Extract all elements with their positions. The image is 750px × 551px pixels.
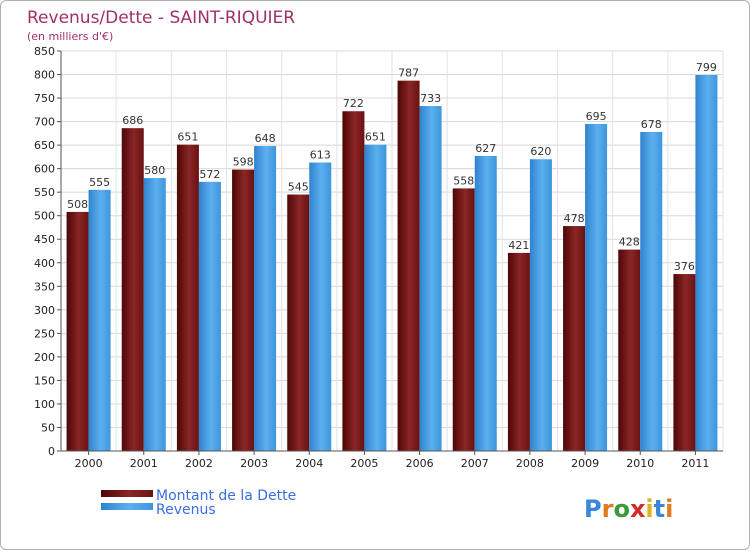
y-tick-label: 800 (34, 69, 55, 82)
bars: 5085556865806515725986485456137226517877… (66, 61, 718, 452)
x-tick-label: 2004 (295, 457, 323, 470)
bar-value-label: 376 (674, 260, 695, 273)
bar-value-label: 428 (619, 236, 640, 249)
bar-value-label: 545 (288, 181, 309, 194)
legend: Montant de la Dette Revenus (101, 488, 296, 518)
bar-value-label: 787 (398, 67, 419, 80)
y-tick-label: 750 (34, 92, 55, 105)
x-tick-label: 2000 (75, 457, 103, 470)
bar-dette (342, 111, 365, 451)
bar-value-label: 478 (564, 212, 585, 225)
x-tick-label: 2009 (571, 457, 599, 470)
bar-dette (563, 226, 586, 451)
y-tick-label: 0 (48, 445, 55, 458)
bar-dette (66, 211, 89, 451)
bar-value-label: 686 (122, 114, 143, 127)
y-tick-label: 600 (34, 163, 55, 176)
y-tick-label: 650 (34, 139, 55, 152)
bar-revenus (254, 146, 277, 451)
legend-swatch-revenus (101, 503, 153, 510)
bar-value-label: 648 (255, 132, 276, 145)
bar-dette (618, 249, 641, 451)
y-tick-label: 250 (34, 327, 55, 340)
y-tick-label: 350 (34, 280, 55, 293)
bar-value-label: 722 (343, 97, 364, 110)
y-tick-label: 50 (41, 421, 55, 434)
bar-value-label: 421 (508, 239, 529, 252)
bar-value-label: 799 (696, 61, 717, 74)
x-tick-label: 2006 (406, 457, 434, 470)
bar-value-label: 555 (89, 176, 110, 189)
y-tick-label: 300 (34, 304, 55, 317)
y-tick-label: 400 (34, 257, 55, 270)
bar-revenus (640, 131, 663, 452)
y-tick-label: 200 (34, 351, 55, 364)
x-tick-label: 2001 (130, 457, 158, 470)
bar-revenus (309, 162, 332, 451)
bar-revenus (143, 178, 166, 451)
chart-title: Revenus/Dette - SAINT-RIQUIER (27, 8, 295, 28)
bar-revenus (585, 123, 608, 452)
bar-value-label: 695 (586, 110, 607, 123)
bar-revenus (364, 144, 387, 451)
x-tick-label: 2005 (350, 457, 378, 470)
bar-value-label: 572 (199, 168, 220, 181)
bar-revenus (419, 106, 442, 451)
y-tick-label: 700 (34, 116, 55, 129)
legend-label-debt: Montant de la Dette (156, 488, 296, 504)
bar-revenus (474, 155, 497, 452)
y-tick-label: 850 (34, 45, 55, 58)
bar-dette (673, 274, 696, 451)
x-tick-label: 2007 (461, 457, 489, 470)
bar-revenus (88, 189, 111, 451)
x-tick-label: 2011 (681, 457, 709, 470)
bar-dette (397, 80, 420, 451)
grid (60, 50, 724, 452)
bar-value-label: 651 (177, 131, 198, 144)
y-tick-label: 550 (34, 186, 55, 199)
bar-dette (452, 188, 475, 452)
bar-dette (232, 169, 255, 451)
x-tick-label: 2008 (516, 457, 544, 470)
x-tick-label: 2010 (626, 457, 654, 470)
proxiti-logo-text: Proxiti (584, 495, 673, 523)
bar-value-label: 651 (365, 131, 386, 144)
bar-revenus (198, 181, 221, 451)
bar-value-label: 580 (144, 164, 165, 177)
bar-revenus (695, 75, 718, 451)
axes: 0 50 100 150 200 250 300 350 400 450 500 550 600 650 7… (34, 45, 723, 470)
bar-dette (507, 252, 530, 451)
proxiti-logo: Proxiti (584, 495, 673, 523)
bar-dette (287, 194, 310, 451)
bar-value-label: 678 (641, 118, 662, 131)
legend-swatch-debt (101, 490, 153, 497)
x-tick-label: 2003 (240, 457, 268, 470)
bar-value-label: 598 (233, 156, 254, 169)
y-tick-label: 100 (34, 398, 55, 411)
bar-value-label: 733 (420, 92, 441, 105)
y-tick-label: 500 (34, 210, 55, 223)
bar-value-label: 627 (475, 142, 496, 155)
legend-label-revenus: Revenus (156, 502, 216, 518)
y-tick-label: 150 (34, 374, 55, 387)
bar-value-label: 613 (310, 149, 331, 162)
bar-dette (176, 144, 199, 451)
x-tick-label: 2002 (185, 457, 213, 470)
bar-value-label: 558 (453, 174, 474, 187)
bar-value-label: 508 (67, 198, 88, 211)
y-tick-label: 450 (34, 233, 55, 246)
bar-revenus (529, 159, 552, 451)
chart-subtitle: (en milliers d'€) (27, 30, 113, 43)
bar-value-label: 620 (530, 145, 551, 158)
bar-dette (121, 128, 144, 452)
